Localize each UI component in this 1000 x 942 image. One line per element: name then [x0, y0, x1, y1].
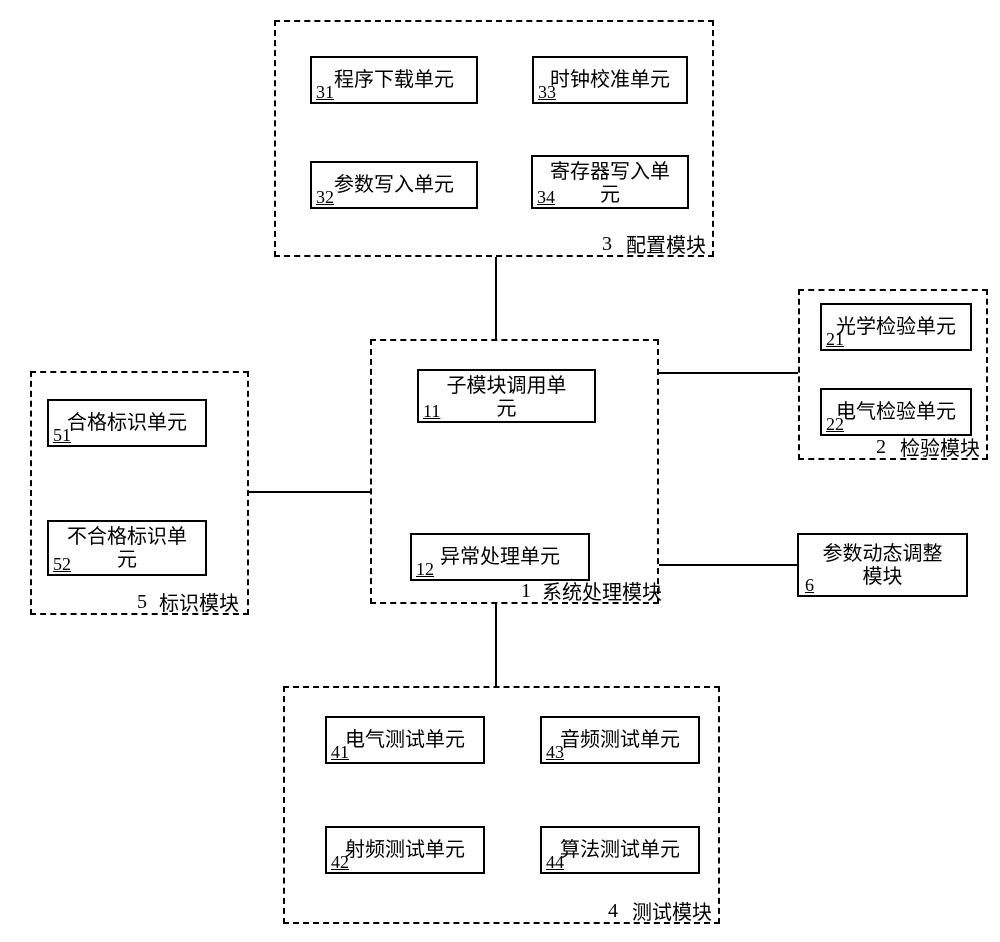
unit-num: 42: [331, 852, 349, 873]
unit-num: 31: [316, 82, 334, 103]
module-num: 1: [521, 580, 531, 603]
unit-fail-mark: 不合格标识单元 52: [47, 520, 207, 576]
connector-m1-m4: [495, 604, 497, 686]
unit-rf-test: 射频测试单元 42: [325, 826, 485, 874]
unit-label: 时钟校准单元: [534, 69, 686, 92]
unit-num: 33: [538, 82, 556, 103]
connector-m1-m2: [659, 372, 798, 374]
module-label: 配置模块: [626, 229, 706, 258]
unit-num: 34: [537, 187, 555, 208]
diagram-canvas: 3 配置模块 程序下载单元 31 参数写入单元 32 时钟校准单元 33 寄存器…: [0, 0, 1000, 942]
unit-num: 22: [826, 414, 844, 435]
unit-num: 51: [53, 425, 71, 446]
unit-program-download: 程序下载单元 31: [310, 56, 478, 104]
unit-param-write: 参数写入单元 32: [310, 161, 478, 209]
module-label: 测试模块: [632, 896, 712, 925]
unit-label: 异常处理单元: [412, 546, 588, 569]
unit-num: 43: [546, 742, 564, 763]
unit-num: 21: [826, 329, 844, 350]
module-num: 5: [137, 591, 147, 614]
connector-m3-m1: [495, 257, 497, 339]
module-num: 6: [805, 575, 814, 596]
unit-num: 52: [53, 554, 71, 575]
module-param-adjust: 参数动态调整模块 6: [797, 533, 968, 597]
unit-num: 11: [423, 401, 440, 422]
connector-m5-m1: [249, 491, 370, 493]
unit-label: 电气测试单元: [327, 729, 483, 752]
unit-label: 算法测试单元: [542, 839, 698, 862]
connector-m1-m6: [659, 564, 797, 566]
module-num: 4: [608, 900, 618, 923]
unit-label: 不合格标识单元: [49, 526, 205, 572]
unit-pass-mark: 合格标识单元 51: [47, 399, 207, 447]
unit-label: 电气检验单元: [822, 401, 970, 424]
unit-label: 合格标识单元: [49, 412, 205, 435]
unit-electrical-inspect: 电气检验单元 22: [820, 388, 972, 436]
unit-label: 光学检验单元: [822, 316, 970, 339]
unit-label: 程序下载单元: [312, 69, 476, 92]
module-label: 标识模块: [159, 587, 239, 616]
unit-clock-cal: 时钟校准单元 33: [532, 56, 688, 104]
unit-register-write: 寄存器写入单元 34: [531, 155, 689, 209]
unit-label: 射频测试单元: [327, 839, 483, 862]
module-num: 3: [602, 233, 612, 256]
unit-label: 子模块调用单元: [419, 375, 594, 421]
unit-num: 41: [331, 742, 349, 763]
unit-exception-handle: 异常处理单元 12: [410, 533, 590, 581]
unit-algorithm-test: 算法测试单元 44: [540, 826, 700, 874]
unit-electrical-test: 电气测试单元 41: [325, 716, 485, 764]
unit-label: 参数写入单元: [312, 174, 476, 197]
unit-label: 寄存器写入单元: [533, 161, 687, 207]
module-num: 2: [876, 436, 886, 459]
unit-num: 12: [416, 559, 434, 580]
unit-num: 32: [316, 187, 334, 208]
unit-optical-inspect: 光学检验单元 21: [820, 303, 972, 351]
unit-num: 44: [546, 852, 564, 873]
module-label: 检验模块: [900, 432, 980, 461]
unit-audio-test: 音频测试单元 43: [540, 716, 700, 764]
unit-label: 音频测试单元: [542, 729, 698, 752]
module-label: 参数动态调整模块: [799, 543, 966, 589]
unit-submodule-call: 子模块调用单元 11: [417, 369, 596, 423]
